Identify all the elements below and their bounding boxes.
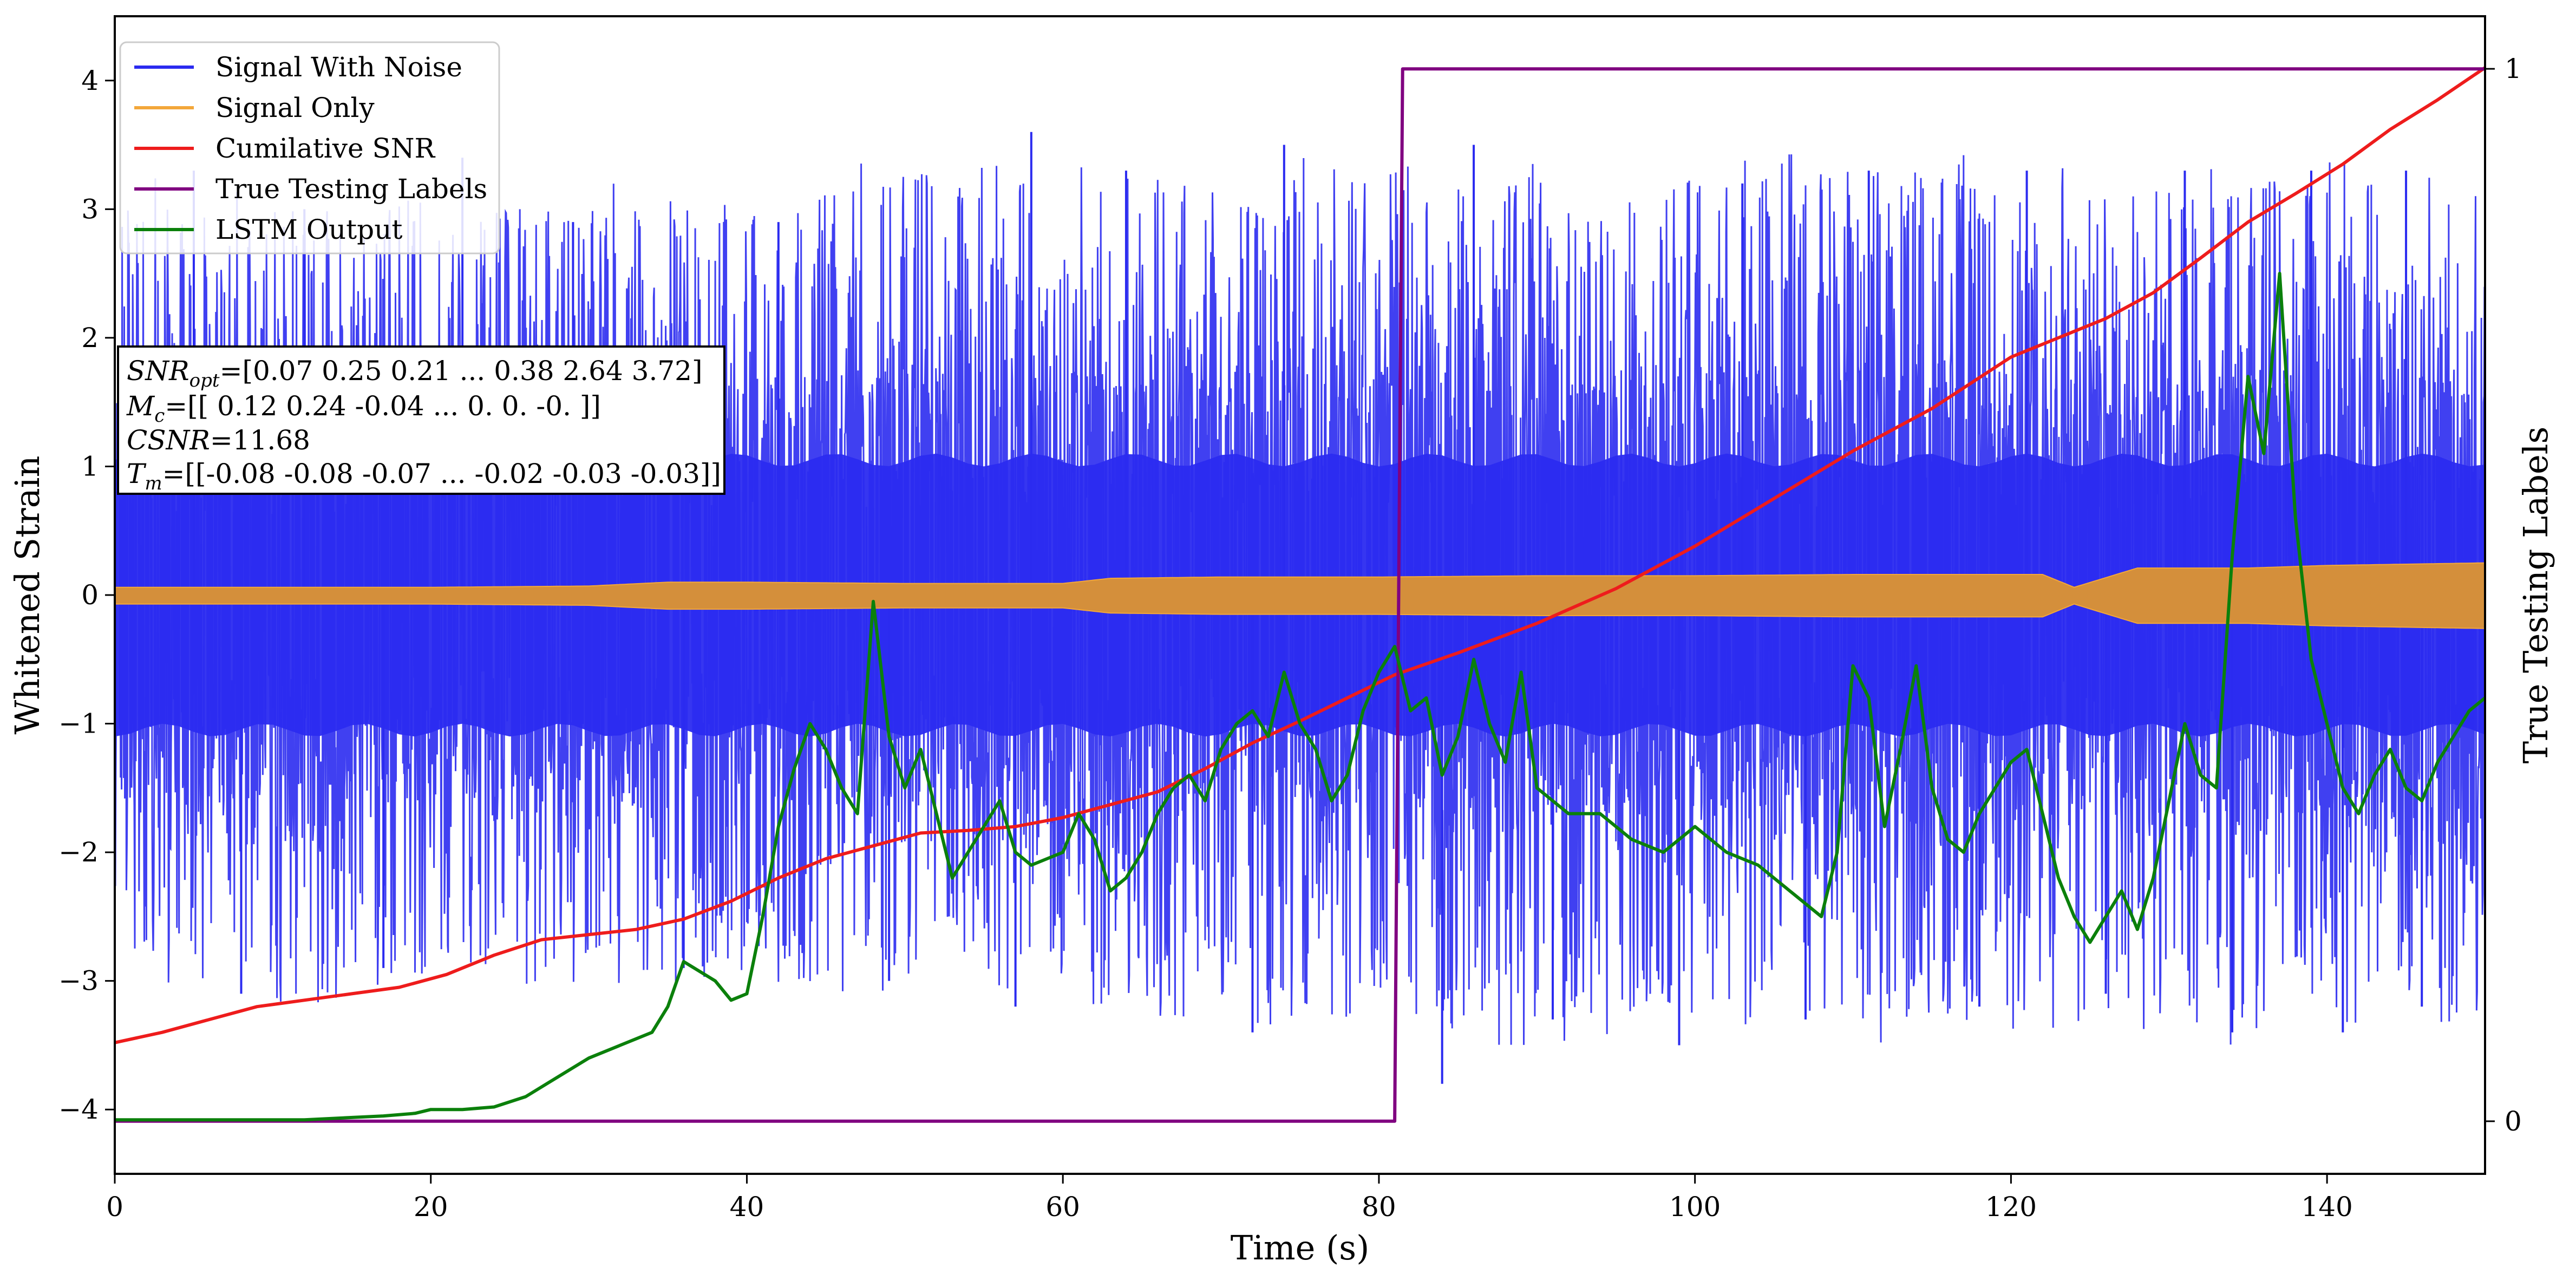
y-tick-label: −3 xyxy=(58,965,99,997)
annotation-frame xyxy=(117,345,725,495)
y-axis-right-label: True Testing Labels xyxy=(2516,427,2555,764)
x-tick-label: 0 xyxy=(106,1191,123,1223)
annotation-box: SNRopt=[0.07 0.25 0.21 ... 0.38 2.64 3.7… xyxy=(117,345,725,495)
x-tick-label: 100 xyxy=(1669,1191,1721,1223)
legend-label: Signal Only xyxy=(215,92,375,123)
x-tick-label: 40 xyxy=(730,1191,764,1223)
signal-only-band xyxy=(115,562,2485,629)
legend: Signal With Noise Signal Only Cumilative S… xyxy=(119,41,500,254)
annotation-mc: Mc=[[ 0.12 0.24 -0.04 ... 0. 0. -0. ]] xyxy=(126,390,601,427)
annotation-mc-label: M xyxy=(126,390,155,422)
legend-label: True Testing Labels xyxy=(215,173,487,205)
legend-label: Signal With Noise xyxy=(215,51,462,83)
y-tick-label: 2 xyxy=(81,322,99,354)
x-tick-label: 60 xyxy=(1045,1191,1080,1223)
x-tick-label: 140 xyxy=(2301,1191,2352,1223)
annotation-csnr: CSNR=11.68 xyxy=(127,424,310,456)
legend-frame xyxy=(119,41,500,254)
annotation-mc-value: =[[ 0.12 0.24 -0.04 ... 0. 0. -0. ]] xyxy=(165,390,601,422)
y-tick-label: −4 xyxy=(58,1094,99,1125)
legend-label: Cumilative SNR xyxy=(215,133,435,164)
y-tick-label: −1 xyxy=(58,708,99,740)
annotation-tm-label: T xyxy=(127,458,147,489)
y-tick-label: 4 xyxy=(81,65,99,96)
y-right-tick-label: 0 xyxy=(2505,1106,2522,1137)
annotation-snr-label: SNR xyxy=(127,355,189,387)
series-lstm-output xyxy=(115,272,2485,1122)
annotation-tm: Tm=[[-0.08 -0.08 -0.07 ... -0.02 -0.03 -… xyxy=(127,458,721,494)
series-true-testing-labels xyxy=(115,67,2485,1123)
annotation-snr-opt: SNRopt=[0.07 0.25 0.21 ... 0.38 2.64 3.7… xyxy=(127,355,702,391)
x-tick-label: 20 xyxy=(414,1191,448,1223)
y-tick-label: 0 xyxy=(81,579,99,611)
series-signal-only xyxy=(115,562,2485,629)
annotation-snr-value: =[0.07 0.25 0.21 ... 0.38 2.64 3.72] xyxy=(220,355,703,387)
annotation-csnr-value: =11.68 xyxy=(210,424,310,456)
x-tick-label: 80 xyxy=(1362,1191,1396,1223)
y-axis-label: Whitened Strain xyxy=(8,456,47,735)
y-tick-label: 3 xyxy=(81,193,99,225)
y-tick-label: −2 xyxy=(58,837,99,868)
annotation-tm-sub: m xyxy=(145,473,162,494)
annotation-csnr-label: CSNR xyxy=(127,424,210,456)
y-right-tick-label: 1 xyxy=(2505,53,2522,84)
x-tick-label: 120 xyxy=(1985,1191,2037,1223)
annotation-mc-sub: c xyxy=(154,405,165,427)
x-axis-label: Time (s) xyxy=(1231,1228,1370,1268)
annotation-snr-sub: opt xyxy=(189,370,220,391)
series-lines xyxy=(115,66,2485,1123)
legend-label: LSTM Output xyxy=(215,214,402,245)
y-tick-label: 1 xyxy=(81,450,99,482)
annotation-tm-value: =[[-0.08 -0.08 -0.07 ... -0.02 -0.03 -0.… xyxy=(162,458,721,489)
